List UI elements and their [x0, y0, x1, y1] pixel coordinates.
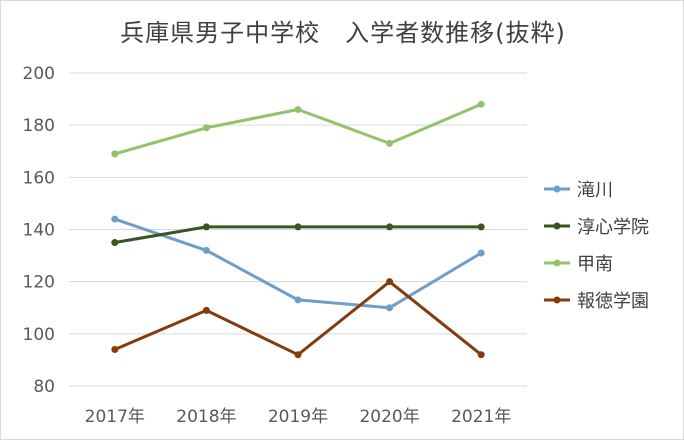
x-tick-label: 2021年: [451, 407, 511, 427]
x-tick-label: 2019年: [268, 407, 328, 427]
data-point: [111, 150, 119, 158]
y-tick-label: 80: [33, 377, 55, 397]
data-point: [386, 223, 394, 231]
data-point: [294, 223, 302, 231]
series-group: [111, 223, 485, 247]
series-group: [111, 278, 485, 359]
data-point: [386, 139, 394, 147]
x-tick-label: 2018年: [176, 407, 236, 427]
legend-item: 淳心学院: [544, 217, 649, 238]
legend-swatch-marker: [553, 259, 561, 267]
y-tick-label: 180: [23, 116, 55, 136]
data-point: [477, 100, 485, 108]
legend-item: 報徳学園: [544, 291, 649, 312]
chart-title: 兵庫県男子中学校 入学者数推移(抜粋): [120, 19, 566, 47]
data-point: [294, 106, 302, 114]
y-tick-label: 160: [23, 168, 55, 188]
x-axis: 2017年 2018年 2019年 2020年 2021年: [85, 407, 512, 427]
data-point: [386, 278, 394, 286]
x-tick-label: 2017年: [85, 407, 145, 427]
data-point: [294, 351, 302, 359]
data-point: [202, 246, 210, 254]
data-point: [111, 215, 119, 223]
series-lines: [111, 100, 485, 359]
legend-label: 滝川: [577, 180, 613, 201]
data-point: [386, 304, 394, 312]
data-point: [111, 239, 119, 247]
data-point: [477, 223, 485, 231]
series-group: [111, 215, 485, 312]
legend-label: 淳心学院: [577, 217, 649, 238]
legend-swatch-marker: [553, 222, 561, 230]
series-group: [111, 100, 485, 158]
legend-item: 甲南: [544, 254, 613, 275]
y-tick-label: 120: [23, 273, 55, 293]
legend-label: 報徳学園: [577, 291, 649, 312]
legend-swatch-marker: [553, 185, 561, 193]
y-tick-label: 200: [23, 64, 55, 84]
y-tick-label: 100: [23, 325, 55, 345]
y-axis: 80 100 120 140 160 180 200: [23, 64, 55, 397]
data-point: [294, 296, 302, 304]
data-point: [202, 223, 210, 231]
legend-swatch-marker: [553, 296, 561, 304]
data-point: [202, 124, 210, 132]
legend-item: 滝川: [544, 180, 613, 201]
gridlines: [69, 72, 527, 387]
x-tick-label: 2020年: [359, 407, 419, 427]
data-point: [111, 345, 119, 353]
data-point: [477, 249, 485, 257]
series-line: [113, 280, 483, 357]
legend-label: 甲南: [577, 254, 613, 275]
data-point: [477, 351, 485, 359]
y-tick-label: 140: [23, 221, 55, 241]
data-point: [202, 306, 210, 314]
